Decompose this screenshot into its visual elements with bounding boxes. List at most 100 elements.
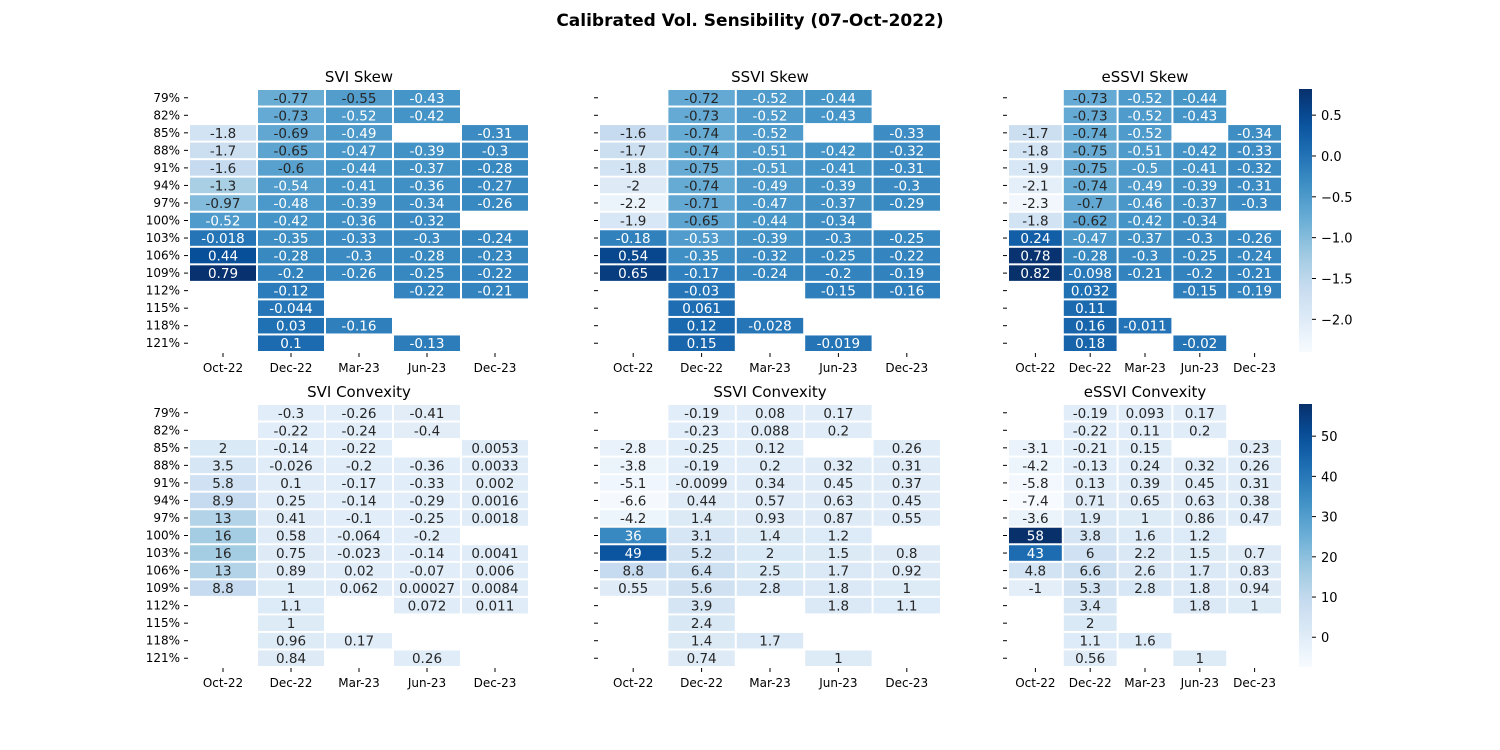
- heatmap-cell: [1118, 527, 1172, 544]
- cell-label: -0.52: [1128, 126, 1163, 142]
- colorbar-tick-label: 0.5: [1321, 109, 1342, 124]
- cell-label: 0.32: [1185, 458, 1215, 474]
- heatmap-cell: [600, 177, 667, 194]
- cell-label: 16: [214, 546, 231, 562]
- cell-label: 36: [625, 529, 642, 545]
- cell-label: -0.65: [274, 143, 309, 159]
- heatmap-cell: [1063, 212, 1117, 229]
- heatmap-cell: [326, 440, 392, 456]
- y-tick-label: 82%: [153, 108, 180, 122]
- cell-label: -0.018: [201, 231, 245, 247]
- heatmap-cell: [258, 212, 324, 229]
- heatmap-cell: [668, 317, 735, 334]
- heatmap-cell: [736, 230, 804, 246]
- cell-label: 1.1: [896, 599, 917, 615]
- heatmap-cell: [462, 230, 528, 246]
- heatmap-cell: [600, 545, 667, 561]
- heatmap-cell: [326, 125, 392, 141]
- cell-label: 0.11: [1130, 423, 1160, 439]
- heatmap-cell: [326, 142, 392, 159]
- cell-label: 0.31: [892, 458, 922, 474]
- cell-label: 1.8: [828, 599, 849, 615]
- cell-label: -0.3: [1241, 196, 1267, 212]
- y-tick-label: 115%: [146, 616, 180, 630]
- heatmap-cell: [394, 405, 460, 421]
- cell-label: 0.062: [340, 581, 379, 597]
- cell-label: 2.4: [691, 616, 712, 632]
- cell-label: 0.84: [276, 651, 306, 667]
- cell-label: -0.31: [1237, 178, 1272, 194]
- cell-label: -0.14: [410, 546, 445, 562]
- cell-label: 1.4: [759, 529, 780, 545]
- heatmap-cell: [1173, 212, 1227, 229]
- heatmap-cell: [668, 230, 735, 246]
- heatmap-cell: [1063, 475, 1117, 491]
- y-tick-label: 94%: [153, 178, 180, 192]
- cell-label: -0.24: [1237, 249, 1272, 265]
- cell-label: 0.55: [892, 511, 922, 527]
- cell-label: -0.25: [1182, 249, 1217, 265]
- cell-label: 1.8: [1189, 581, 1210, 597]
- cell-label: 0.79: [208, 266, 238, 282]
- heatmap-cell: [668, 177, 735, 194]
- cell-label: 0.011: [476, 599, 515, 615]
- x-tick-label: Mar-23: [749, 676, 790, 690]
- heatmap-cell: [1228, 160, 1281, 176]
- cell-label: -0.28: [274, 249, 309, 265]
- heatmap-cell: [736, 510, 804, 526]
- x-tick-label: Dec-22: [270, 361, 313, 375]
- heatmap-cell: [668, 107, 735, 124]
- x-tick-label: Dec-22: [680, 361, 723, 375]
- heatmap-cell: [394, 475, 460, 491]
- cell-label: 0.45: [1185, 476, 1215, 492]
- heatmap-cell: [1063, 107, 1117, 124]
- heatmap-cell: [1063, 265, 1117, 281]
- heatmap-cell: [258, 597, 324, 614]
- heatmap-cell: [462, 160, 528, 176]
- cell-label: -0.16: [889, 284, 924, 300]
- heatmap-cell: [1118, 562, 1172, 579]
- heatmap-cell: [258, 335, 324, 351]
- x-tick-label: Dec-23: [1233, 676, 1276, 690]
- cell-label: 0.26: [892, 441, 922, 457]
- cell-label: 0.16: [1075, 319, 1105, 335]
- y-tick-label: 97%: [153, 511, 180, 525]
- heatmap-cell: [1118, 632, 1172, 649]
- cell-label: 0.2: [759, 458, 780, 474]
- cell-label: 0.24: [1020, 231, 1050, 247]
- heatmap-cell: [1118, 177, 1172, 194]
- cell-label: -0.02: [1182, 336, 1217, 352]
- cell-label: 0.12: [687, 319, 717, 335]
- y-tick-label: 106%: [146, 249, 180, 263]
- cell-label: -0.19: [1237, 284, 1272, 300]
- cell-label: -1.7: [1022, 126, 1048, 142]
- cell-label: -0.3: [1132, 249, 1158, 265]
- y-tick-label: 109%: [146, 581, 180, 595]
- heatmap-cell: [1173, 650, 1227, 666]
- cell-label: -1.6: [620, 126, 646, 142]
- x-tick-label: Jun-23: [407, 361, 446, 375]
- heatmap-cell: [805, 142, 872, 159]
- x-tick-label: Dec-22: [1069, 676, 1112, 690]
- heatmap-cell: [394, 545, 460, 561]
- cell-label: -0.15: [1182, 284, 1217, 300]
- heatmap-cell: [668, 457, 735, 474]
- heatmap-cell: [1173, 527, 1227, 544]
- cell-label: -0.75: [1073, 161, 1108, 177]
- heatmap-cell: [462, 440, 528, 456]
- cell-label: 0.7: [1244, 546, 1265, 562]
- heatmap-cell: [462, 492, 528, 509]
- x-tick-label: Dec-23: [474, 676, 517, 690]
- heatmap-cell: [326, 475, 392, 491]
- heatmap-cell: [326, 90, 392, 106]
- colorbar: [1299, 89, 1312, 352]
- heatmap-cell: [805, 335, 872, 351]
- cell-label: 0.41: [276, 511, 306, 527]
- cell-label: 0.75: [276, 546, 306, 562]
- heatmap-cell: [462, 457, 528, 474]
- heatmap-cell: [258, 545, 324, 561]
- heatmap-cell: [736, 457, 804, 474]
- heatmap-cell: [394, 212, 460, 229]
- cell-label: -0.026: [269, 458, 313, 474]
- heatmap-cell: [326, 160, 392, 176]
